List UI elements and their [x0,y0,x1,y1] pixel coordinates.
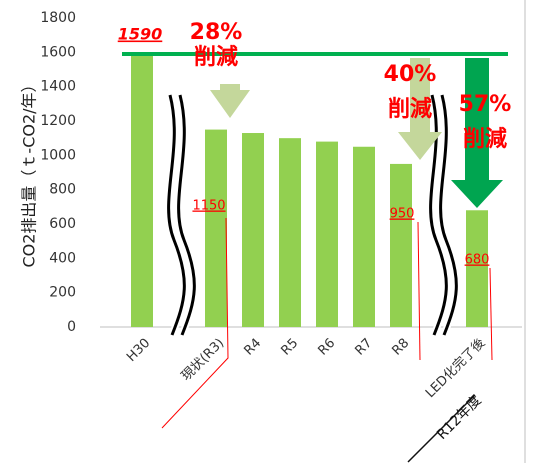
value-label: 950 [390,207,415,222]
bar [279,138,301,327]
note-underline [407,394,476,463]
y-tick-label: 200 [49,285,76,301]
bar [466,210,488,327]
y-tick-label: 800 [49,182,76,198]
x-tick-label: R5 [278,336,301,359]
y-tick-label: 1600 [40,44,76,60]
break-mark [167,94,186,336]
annotation: 削減 [463,127,507,152]
break-mark [429,94,448,336]
break-mark [177,94,196,336]
bar [205,129,227,327]
y-tick-label: 0 [67,319,76,335]
y-axis-label: CO2排出量（ｔ-CO2/年） [20,76,39,267]
annotation: 削減 [194,45,238,70]
x-tick-label: R6 [315,336,338,359]
reduction-arrow [398,58,442,160]
y-tick-label: 1400 [40,79,76,95]
x-tick-label: H30 [124,336,153,365]
bar [316,141,338,327]
y-tick-label: 1800 [40,10,76,26]
annotation: 40% [384,62,437,87]
bar [131,54,153,328]
annotation: 28% [190,20,243,45]
y-tick-label: 1200 [40,113,76,129]
value-label: 1150 [192,199,225,214]
x-tick-label: 現状(R3) [179,336,227,384]
annotation: 57% [459,92,512,117]
leader-line [161,217,229,429]
leader-line [489,267,493,361]
reduction-arrow [210,84,250,118]
bar [242,133,264,327]
y-tick-label: 400 [49,250,76,266]
x-tick-label: R7 [352,336,375,359]
break-mark [439,94,458,336]
x-tick-label: R4 [241,336,264,359]
y-tick-label: 1000 [40,147,76,163]
annotation: 削減 [388,97,432,122]
x-tick-label: LED化完了後 [423,336,488,401]
leader-line [417,221,421,361]
y-tick-label: 600 [49,216,76,232]
x-tick-note: R12年度 [434,392,485,443]
bar [390,163,412,327]
reduction-arrow [451,58,503,208]
bar [353,146,375,327]
x-tick-label: R8 [389,336,412,359]
value-label: 680 [465,253,490,268]
value-label: 1590 [118,25,163,44]
